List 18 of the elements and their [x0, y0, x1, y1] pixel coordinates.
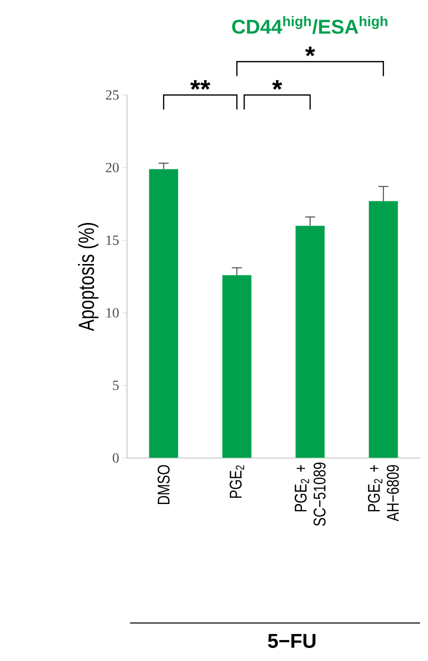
text: * — [305, 46, 316, 56]
bar — [222, 274, 252, 458]
bar — [148, 168, 178, 458]
text: ** — [190, 80, 210, 90]
bar — [295, 225, 325, 458]
bar — [368, 200, 398, 458]
y-tick-label: 20 — [106, 162, 119, 172]
x-tick-label: PGE$_{2}$ — [230, 465, 244, 498]
y-tick-label: 0 — [112, 453, 119, 463]
y-tick-label: 25 — [106, 90, 119, 100]
y-tick-label: 15 — [106, 236, 119, 245]
chart-title: CD44$^{high}$/ESA$^{high}$ — [232, 16, 388, 34]
y-axis-title: Apoptosis (%) — [78, 223, 98, 332]
y-tick-label: 5 — [113, 380, 119, 390]
text: * — [272, 80, 282, 90]
y-tick-label: 10 — [106, 308, 119, 318]
x-tick-label: DMSO — [158, 465, 170, 504]
text: 5−FU — [268, 634, 316, 648]
